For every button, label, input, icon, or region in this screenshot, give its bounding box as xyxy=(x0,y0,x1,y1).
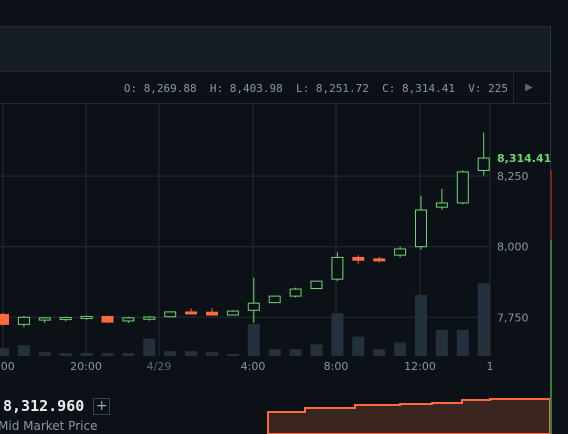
close-label: C: xyxy=(382,82,396,95)
last-price-label: 8,314.41 xyxy=(497,152,550,165)
y-tick-label: 8,000 xyxy=(497,241,529,254)
volume-bar xyxy=(352,336,365,356)
volume-bar xyxy=(80,353,93,356)
candle-up xyxy=(143,316,156,320)
volume-bar xyxy=(122,353,135,356)
play-button[interactable]: ▶ xyxy=(513,72,544,103)
candle-down xyxy=(101,315,114,323)
mid-price-row: 8,312.960 + xyxy=(0,396,111,416)
candle-up xyxy=(289,288,302,297)
volume-bar xyxy=(394,342,407,356)
depth-sell-area xyxy=(267,398,550,434)
candle-up xyxy=(80,315,93,319)
candle-up xyxy=(122,317,135,322)
volume-bar xyxy=(0,348,9,356)
candle-up xyxy=(456,171,469,204)
volume-bar xyxy=(206,352,218,356)
candle-up xyxy=(331,256,344,280)
candle-up xyxy=(17,316,30,325)
mid-market-price-label: Mid Market Price xyxy=(0,419,98,433)
right-buy-indicator xyxy=(550,240,552,434)
candle-down xyxy=(352,256,365,261)
candle-down xyxy=(206,311,218,316)
candle-up xyxy=(247,302,260,311)
volume-value: 225 xyxy=(488,82,508,95)
add-button[interactable]: + xyxy=(93,397,111,415)
volume-bar xyxy=(101,353,114,356)
candle-up xyxy=(38,317,51,321)
candle-up xyxy=(164,311,177,318)
ohlc-readout: O: 8,269.88 H: 8,403.98 L: 8,251.72 C: 8… xyxy=(124,82,508,95)
chart-toolbar xyxy=(0,26,550,72)
candle-up xyxy=(415,209,427,248)
x-tick-label: 20:00 xyxy=(70,360,102,373)
volume-bar xyxy=(289,349,302,356)
ohlc-bar: O: 8,269.88 H: 8,403.98 L: 8,251.72 C: 8… xyxy=(0,72,550,104)
volume-bar xyxy=(435,329,448,356)
candle-up xyxy=(268,295,281,304)
volume-bar xyxy=(226,354,239,356)
volume-bar xyxy=(373,349,386,356)
volume-bar xyxy=(310,344,323,356)
volume-bar xyxy=(268,349,281,356)
depth-chart xyxy=(267,398,550,434)
candle-down xyxy=(373,258,386,262)
volume-bar xyxy=(17,345,30,356)
play-icon: ▶ xyxy=(525,82,533,93)
high-value: 8,403.98 xyxy=(229,82,283,95)
x-tick-label: 1 xyxy=(487,360,494,373)
volume-bar xyxy=(143,338,156,356)
open-value: 8,269.88 xyxy=(143,82,197,95)
high-label: H: xyxy=(209,82,224,95)
volume-bar xyxy=(247,323,260,356)
x-tick-label: 12:00 xyxy=(404,360,436,373)
volume-bar xyxy=(456,329,469,356)
volume-bar xyxy=(331,313,344,356)
top-bar xyxy=(0,0,568,26)
candle-up xyxy=(477,157,490,171)
candlestick-chart[interactable]: 8,250 8,000 7,750 :00 20:00 4/29 4:00 8:00 12:00… xyxy=(0,104,550,384)
volume-bar xyxy=(415,294,427,356)
y-tick-label: 8,250 xyxy=(497,170,529,183)
open-label: O: xyxy=(123,82,138,95)
candle-up xyxy=(310,280,323,289)
candle-up xyxy=(226,310,239,316)
low-value: 8,251.72 xyxy=(315,82,369,95)
x-tick-label: 8:00 xyxy=(324,360,349,373)
volume-label: V: xyxy=(468,82,482,95)
candle-up xyxy=(435,202,448,208)
candle-up xyxy=(59,317,72,321)
x-tick-label: 4:00 xyxy=(241,360,266,373)
volume-bar xyxy=(164,351,177,356)
mid-market-price: 8,312.960 xyxy=(3,397,85,415)
y-tick-label: 7,750 xyxy=(497,311,529,324)
volume-bar xyxy=(38,352,51,356)
right-sell-indicator xyxy=(550,170,552,266)
volume-bar xyxy=(477,283,490,356)
x-tick-label: :00 xyxy=(0,360,15,373)
candle-up xyxy=(394,248,407,256)
candle-down xyxy=(185,311,198,315)
candle-down xyxy=(0,313,9,325)
low-label: L: xyxy=(296,82,310,95)
close-value: 8,314.41 xyxy=(402,82,455,95)
volume-bar xyxy=(185,351,198,356)
x-tick-label: 4/29 xyxy=(147,360,172,373)
volume-bar xyxy=(59,353,72,356)
